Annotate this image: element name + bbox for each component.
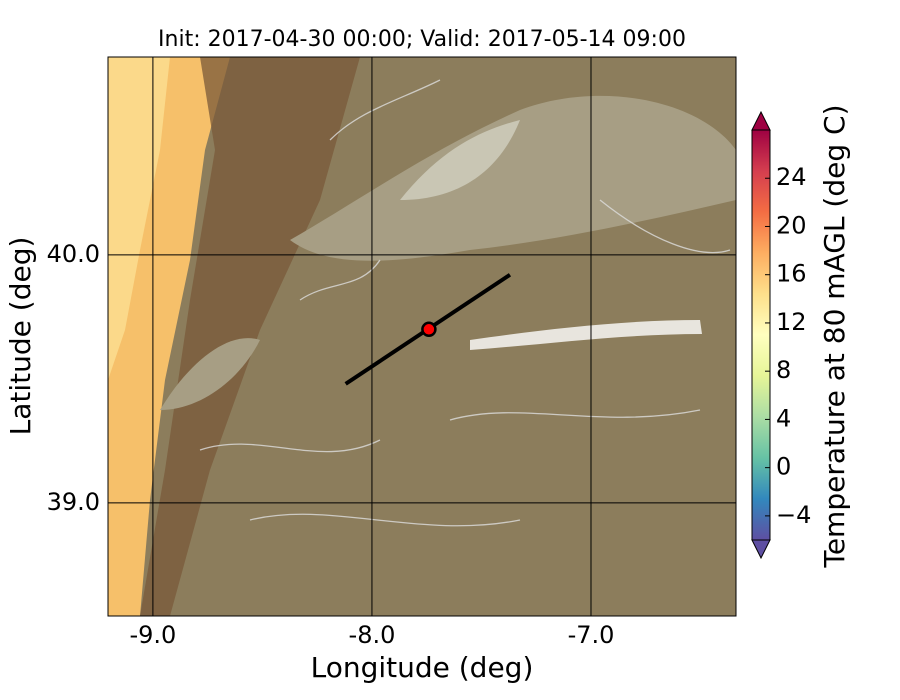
map-background <box>108 57 736 616</box>
colorbar-label: Temperature at 80 mAGL (deg C) <box>818 104 851 568</box>
map-frame <box>107 56 737 617</box>
colorbar-extend-max <box>751 110 771 131</box>
location-marker <box>421 321 437 338</box>
colorbar-tick-label: −4 <box>776 501 811 529</box>
y-tick-label: 40.0 <box>47 240 100 268</box>
x-tick-label: -7.0 <box>568 621 615 649</box>
colorbar-extend-min <box>751 539 771 560</box>
colorbar-tick-label: 8 <box>776 356 791 384</box>
x-tick-label: -8.0 <box>349 621 396 649</box>
y-axis-label: Latitude (deg) <box>4 237 37 436</box>
colorbar-tick-label: 12 <box>776 308 807 336</box>
colorbar-frame <box>751 129 771 541</box>
colorbar-tick-label: 24 <box>776 163 807 191</box>
x-axis-label: Longitude (deg) <box>311 651 534 684</box>
chart-title: Init: 2017-04-30 00:00; Valid: 2017-05-1… <box>158 27 686 52</box>
colorbar <box>752 130 770 540</box>
colorbar-tick-label: 4 <box>776 404 791 432</box>
colorbar-tick-label: 16 <box>776 260 807 288</box>
colorbar-tick-label: 0 <box>776 453 791 481</box>
x-tick-label: -9.0 <box>129 621 176 649</box>
y-tick-label: 39.0 <box>47 488 100 516</box>
colorbar-tick-label: 20 <box>776 211 807 239</box>
